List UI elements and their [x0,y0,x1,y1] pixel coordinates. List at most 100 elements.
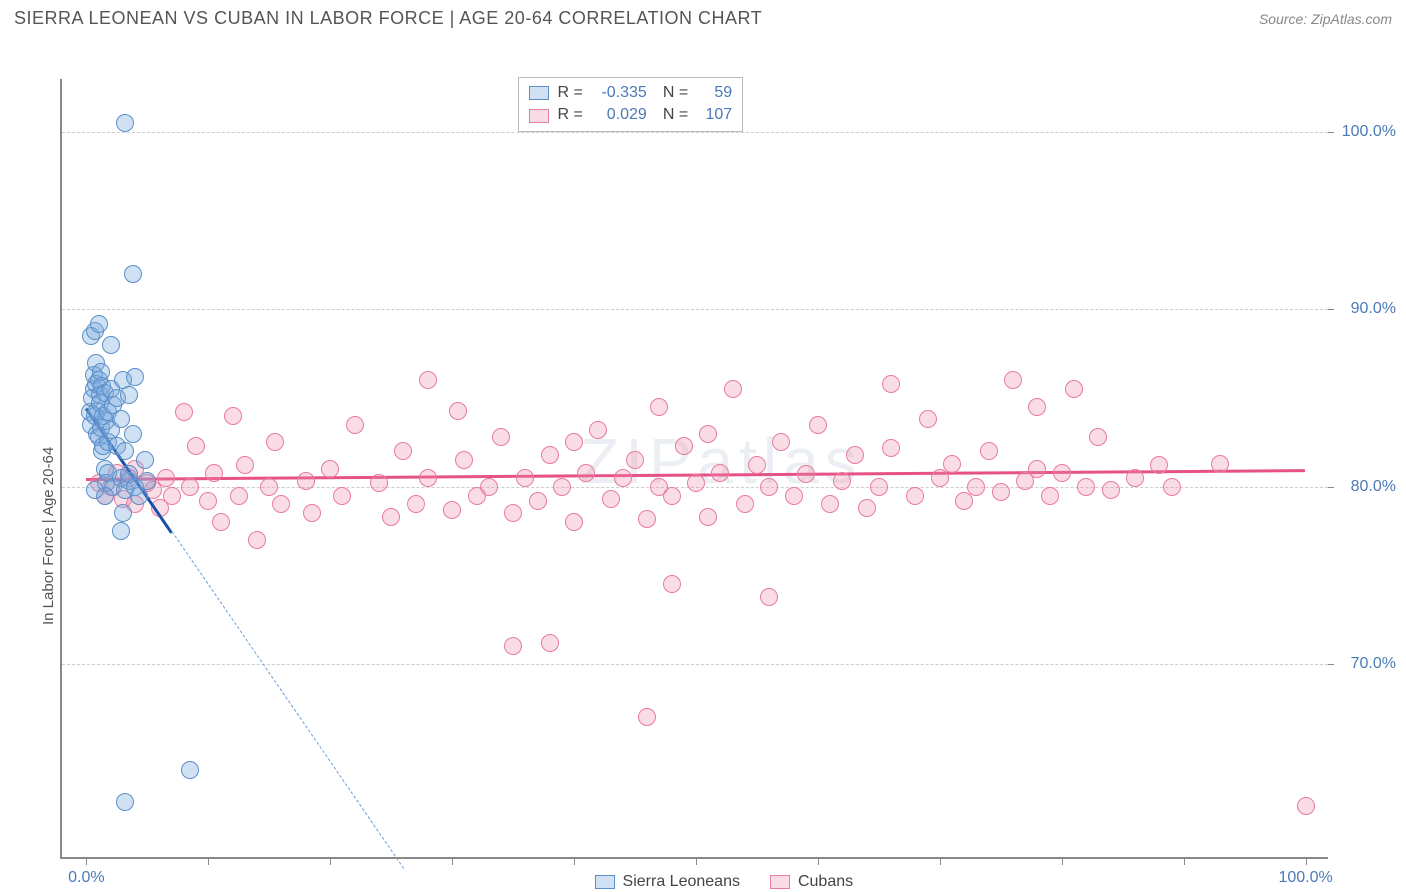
data-point [675,437,693,455]
data-point [699,508,717,526]
data-point [785,487,803,505]
legend-swatch [770,875,790,889]
data-point [711,464,729,482]
y-axis-title: In Labor Force | Age 20-64 [40,447,57,625]
data-point [480,478,498,496]
data-point [1028,398,1046,416]
n-label: N = [663,82,688,104]
data-point [858,499,876,517]
data-point [157,469,175,487]
legend-swatch [595,875,615,889]
data-point [90,315,108,333]
data-point [846,446,864,464]
data-point [407,495,425,513]
data-point [980,442,998,460]
data-point [124,265,142,283]
data-point [906,487,924,505]
data-point [821,495,839,513]
legend-label: Sierra Leoneans [623,873,740,891]
data-point [321,460,339,478]
data-point [699,425,717,443]
x-tick [696,857,697,865]
data-point [346,416,364,434]
data-point [943,455,961,473]
data-point [297,472,315,490]
x-tick-label: 100.0% [1278,869,1332,887]
data-point [116,114,134,132]
data-point [126,368,144,386]
data-point [736,495,754,513]
x-tick [940,857,941,865]
data-point [248,531,266,549]
data-point [120,386,138,404]
data-point [163,487,181,505]
data-point [565,513,583,531]
legend-swatch [529,86,549,100]
data-point [882,439,900,457]
r-label: R = [557,82,582,104]
data-point [967,478,985,496]
data-point [638,708,656,726]
data-point [136,451,154,469]
data-point [504,637,522,655]
data-point [230,487,248,505]
data-point [577,464,595,482]
y-tick-label: 100.0% [1342,123,1396,141]
r-value: 0.029 [591,104,647,126]
data-point [455,451,473,469]
x-tick [208,857,209,865]
y-tick-label: 80.0% [1351,478,1396,496]
data-point [541,446,559,464]
data-point [114,504,132,522]
x-tick [1062,857,1063,865]
n-value: 59 [696,82,732,104]
data-point [833,472,851,490]
legend-label: Cubans [798,873,853,891]
series-legend: Sierra Leoneans Cubans [595,873,854,891]
data-point [112,522,130,540]
data-point [181,761,199,779]
data-point [236,456,254,474]
data-point [919,410,937,428]
y-tick-label: 70.0% [1351,655,1396,673]
data-point [394,442,412,460]
data-point [303,504,321,522]
data-point [1211,455,1229,473]
chart-title: SIERRA LEONEAN VS CUBAN IN LABOR FORCE |… [14,8,762,29]
legend-swatch [529,109,549,123]
data-point [663,487,681,505]
data-point [1297,797,1315,815]
gridline [62,132,1328,133]
data-point [199,492,217,510]
data-point [1065,380,1083,398]
data-point [650,398,668,416]
data-point [760,588,778,606]
data-point [516,469,534,487]
data-point [1077,478,1095,496]
x-tick [86,857,87,865]
data-point [992,483,1010,501]
gridline [62,664,1328,665]
data-point [870,478,888,496]
plot-area: 70.0%80.0%90.0%100.0%0.0%100.0%In Labor … [60,79,1328,859]
data-point [724,380,742,398]
data-point [1041,487,1059,505]
data-point [419,469,437,487]
data-point [120,465,138,483]
data-point [212,513,230,531]
data-point [626,451,644,469]
data-point [1053,464,1071,482]
data-point [266,433,284,451]
data-point [565,433,583,451]
data-point [419,371,437,389]
data-point [553,478,571,496]
data-point [1004,371,1022,389]
data-point [955,492,973,510]
data-point [1163,478,1181,496]
data-point [541,634,559,652]
data-point [1102,481,1120,499]
correlation-legend: R =-0.335N =59R =0.029N =107 [518,77,743,132]
data-point [187,437,205,455]
x-tick [574,857,575,865]
data-point [931,469,949,487]
